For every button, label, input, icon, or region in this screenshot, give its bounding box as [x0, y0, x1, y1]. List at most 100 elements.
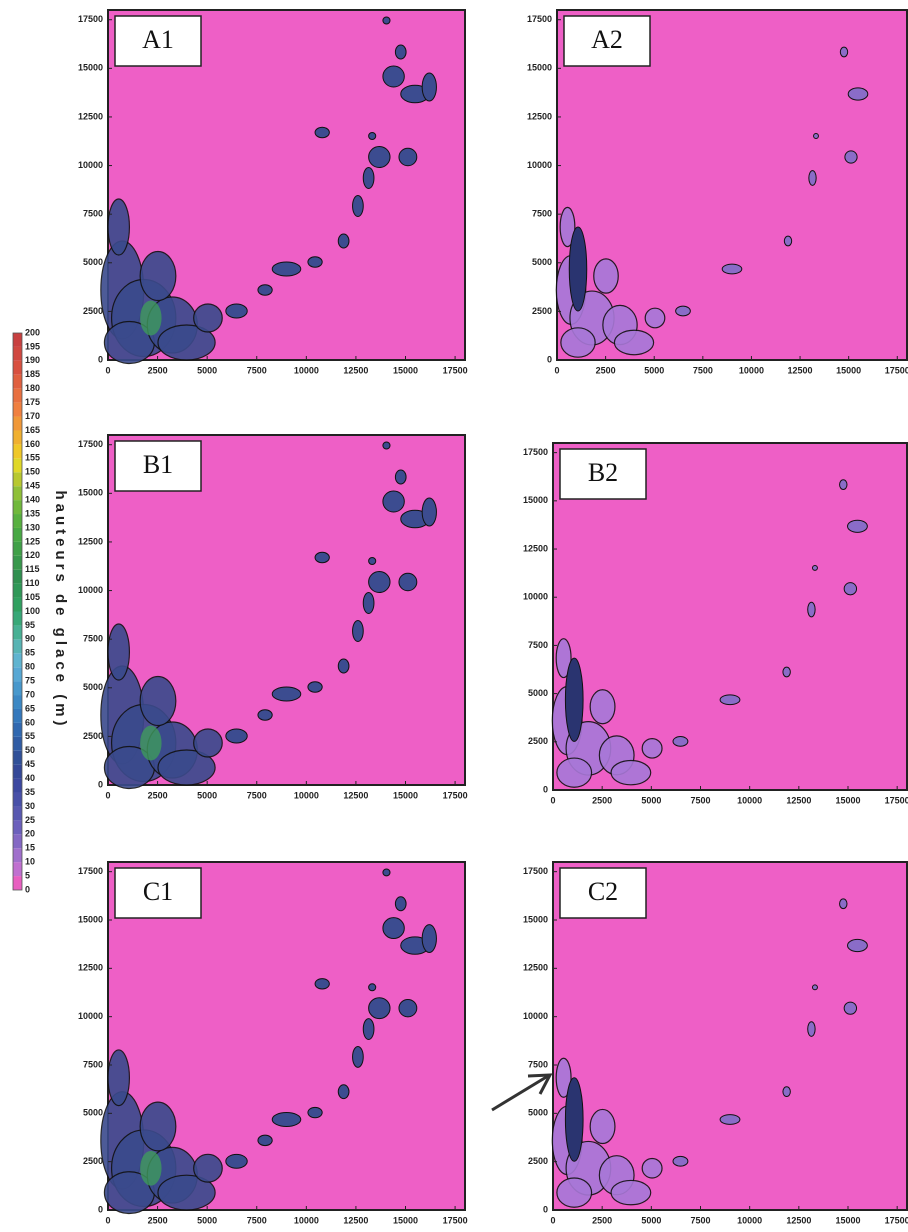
y-tick-label: 5000: [83, 257, 103, 267]
y-tick-label: 15000: [527, 63, 552, 73]
y-tick-label: 10000: [78, 1011, 103, 1021]
y-tick-label: 15000: [523, 495, 548, 505]
ice-blob: [394, 896, 407, 912]
x-tick-label: 10000: [737, 795, 762, 805]
x-tick-label: 10000: [739, 365, 764, 375]
x-tick-label: 10000: [294, 1215, 319, 1225]
colorbar-band: [13, 472, 22, 487]
ice-blob: [225, 728, 248, 744]
panel-label: B2: [588, 458, 618, 487]
ice-blob: [225, 303, 248, 319]
colorbar-tick-label: 170: [25, 411, 40, 421]
ice-blob: [382, 65, 405, 88]
x-tick-label: 5000: [197, 1215, 217, 1225]
colorbar-tick-label: 155: [25, 453, 40, 463]
colorbar-tick-label: 190: [25, 355, 40, 365]
colorbar-tick-label: 35: [25, 787, 35, 797]
y-tick-label: 7500: [528, 640, 548, 650]
x-tick-label: 7500: [247, 1215, 267, 1225]
ice-blob: [568, 226, 588, 312]
y-tick-label: 0: [543, 1204, 548, 1214]
map-background: [552, 442, 908, 791]
x-tick-label: 15000: [393, 1215, 418, 1225]
x-tick-label: 15000: [835, 795, 860, 805]
ice-blob: [839, 898, 848, 910]
x-tick-label: 12500: [788, 365, 813, 375]
colorbar: 0 5 10 15 20 25 30 35 40 45 50 55 60 65 70 75 80 85 90 95 10…: [12, 327, 69, 894]
panel-label-box: [114, 15, 202, 67]
x-tick-label: 5000: [641, 1215, 661, 1225]
ice-blob: [641, 738, 663, 759]
colorbar-tick-label: 100: [25, 606, 40, 616]
colorbar-band: [13, 444, 22, 459]
x-tick-label: 17500: [885, 1215, 908, 1225]
ice-blob: [337, 1084, 350, 1100]
x-tick-label: 5000: [641, 795, 661, 805]
ice-blob: [672, 736, 689, 747]
colorbar-band: [13, 416, 22, 431]
panel-label-box: [114, 440, 202, 492]
ice-blob: [555, 1057, 572, 1098]
colorbar-tick-label: 175: [25, 397, 40, 407]
ice-blob: [382, 490, 405, 513]
colorbar-tick-label: 180: [25, 383, 40, 393]
y-tick-label: 2500: [83, 731, 103, 741]
x-tick-label: 12500: [343, 365, 368, 375]
ice-blob: [257, 709, 273, 721]
y-tick-label: 10000: [78, 160, 103, 170]
panel-label: C1: [143, 877, 173, 906]
colorbar-tick-label: 45: [25, 759, 35, 769]
y-tick-label: 2500: [528, 736, 548, 746]
ice-blob: [811, 984, 818, 991]
y-tick-label: 15000: [78, 488, 103, 498]
panel-label-box: [114, 867, 202, 919]
panel-label-box: [559, 448, 647, 500]
x-tick-label: 0: [105, 365, 110, 375]
ice-blob: [352, 1045, 364, 1068]
colorbar-tick-label: 50: [25, 745, 35, 755]
colorbar-tick-label: 60: [25, 717, 35, 727]
colorbar-tick-label: 70: [25, 689, 35, 699]
colorbar-band: [13, 569, 22, 584]
ice-blob: [556, 1177, 593, 1208]
colorbar-tick-label: 140: [25, 494, 40, 504]
x-tick-label: 2500: [596, 365, 616, 375]
ice-blob: [811, 564, 818, 571]
ice-blob: [782, 1086, 791, 1098]
colorbar-tick-label: 85: [25, 648, 35, 658]
ice-blob: [564, 657, 584, 742]
ice-blob: [368, 557, 377, 565]
y-tick-label: 0: [98, 779, 103, 789]
colorbar-band: [13, 764, 22, 779]
colorbar-tick-label: 0: [25, 884, 30, 894]
colorbar-tick-label: 160: [25, 439, 40, 449]
panel-label: A2: [591, 25, 623, 54]
ice-blob: [140, 300, 162, 336]
ice-blob: [139, 675, 177, 727]
ice-blob: [421, 924, 437, 953]
ice-blob: [610, 1179, 652, 1206]
colorbar-tick-label: 40: [25, 773, 35, 783]
y-tick-label: 5000: [83, 682, 103, 692]
y-tick-label: 5000: [532, 257, 552, 267]
colorbar-tick-label: 65: [25, 703, 35, 713]
colorbar-tick-label: 10: [25, 857, 35, 867]
ice-blob: [368, 132, 377, 140]
colorbar-band: [13, 681, 22, 696]
y-tick-label: 12500: [78, 963, 103, 973]
colorbar-tick-label: 130: [25, 522, 40, 532]
ice-blob: [257, 284, 273, 296]
ice-blob: [675, 305, 691, 317]
y-tick-label: 15000: [78, 914, 103, 924]
ice-blob: [559, 206, 576, 248]
panel-label: C2: [588, 877, 618, 906]
colorbar-band: [13, 722, 22, 737]
panel-label: A1: [142, 25, 174, 54]
colorbar-tick-label: 55: [25, 731, 35, 741]
arrow: [491, 1073, 553, 1112]
colorbar-band: [13, 639, 22, 654]
colorbar-band: [13, 333, 22, 347]
colorbar-band: [13, 611, 22, 626]
ice-blob: [421, 497, 437, 527]
colorbar-band: [13, 500, 22, 515]
